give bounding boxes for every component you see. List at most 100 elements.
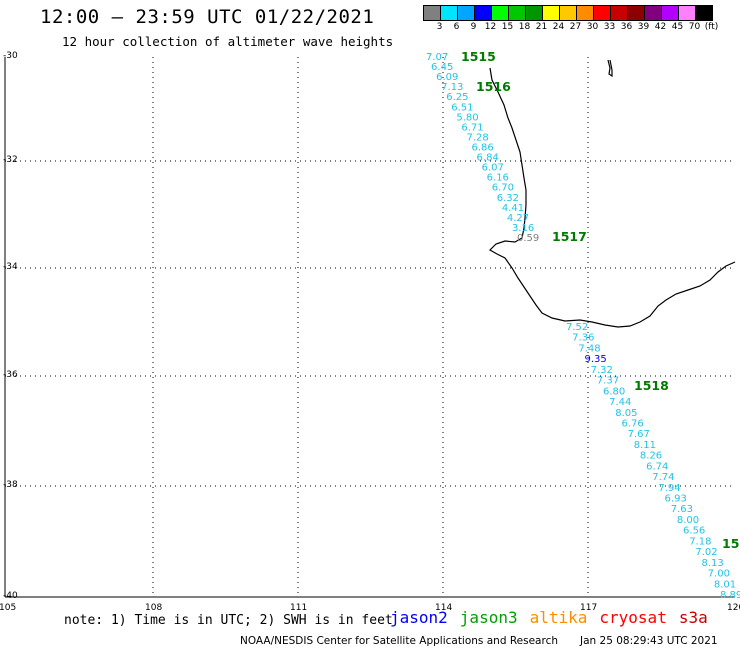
longitude-label: 120 [727,603,740,613]
longitude-label: 105 [0,603,17,613]
swh-value: 6.71 [461,122,483,133]
footer-credit: NOAA/NESDIS Center for Satellite Applica… [240,635,558,647]
legend-swatch [662,6,679,20]
legend-swatch [679,6,696,20]
swh-value: 8.00 [677,515,699,526]
pass-label: 15 [722,536,739,551]
legend-swatch [526,6,543,20]
swh-value: 0.59 [517,233,539,244]
swh-value: 7.02 [695,547,717,558]
longitude-label: 108 [145,603,163,613]
latitude-label: -34 [3,262,18,272]
mission-label: jason2 [390,608,448,627]
pass-label: 1515 [461,49,496,64]
longitude-label: 111 [290,603,308,613]
swh-value: 7.07 [426,52,448,63]
map-grid [5,57,735,597]
swh-value: 8.05 [615,408,637,419]
legend-label: 6 [453,22,460,32]
mission-label: s3a [678,608,708,627]
swh-value: 4.41 [502,203,524,214]
legend-label: 42 [654,22,667,32]
coastline-west [489,67,736,328]
swh-value: 7.28 [466,132,488,143]
mission-label: altika [529,608,588,627]
legend-swatch [577,6,594,20]
swh-value: 6.16 [487,173,509,184]
swh-value: 7.48 [578,343,600,354]
swh-value: 6.51 [451,102,473,113]
swh-value: 7.36 [572,333,594,344]
swh-value: 6.84 [477,153,499,164]
color-legend [423,5,713,21]
legend-label: 12 [484,22,497,32]
legend-label: 70 [688,22,701,32]
swh-value: 5.80 [456,112,478,123]
swh-value: 6.80 [603,386,625,397]
swh-value: 7.18 [689,536,711,547]
altimeter-tracks: 7.076.456.097.136.256.515.806.717.286.86… [426,52,740,601]
swh-value: 7.63 [671,504,693,515]
latitude-label: -32 [3,155,18,165]
legend-swatch [696,6,712,20]
swh-value: 6.74 [646,461,668,472]
swh-value: 6.76 [621,418,643,429]
longitude-label: 114 [435,603,453,613]
swh-value: 7.67 [628,429,650,440]
legend-swatch [611,6,628,20]
swh-value: 6.56 [683,526,705,537]
legend-swatch [645,6,662,20]
coastline-island [607,59,613,78]
map-title: 12:00 – 23:59 UTC 01/22/2021 [40,6,375,28]
map-frame [4,57,735,598]
coastline [489,59,736,328]
legend-swatch [628,6,645,20]
latitude-label: -38 [3,480,18,490]
legend-swatch [509,6,526,20]
pass-label: 1516 [476,79,511,94]
legend-swatch [475,6,492,20]
swh-value: 6.45 [431,62,453,73]
pass-label: 1517 [552,229,587,244]
swh-value: 6.07 [482,163,504,174]
footer-timestamp: Jan 25 08:29:43 UTC 2021 [580,635,718,647]
swh-value: 8.26 [640,451,662,462]
swh-value: 7.74 [652,472,674,483]
swh-value: 6.70 [492,183,514,194]
legend-label: 21 [535,22,548,32]
swh-value: 7.13 [441,82,463,93]
legend-swatch [594,6,611,20]
legend-swatch [543,6,560,20]
swh-value: 4.27 [507,213,529,224]
swh-value: 6.32 [497,193,519,204]
mission-label: cryosat [599,608,667,627]
mission-legend: jason2 jason3 altika cryosat s3a [390,608,720,627]
swh-value: 6.09 [436,72,458,83]
legend-label: 33 [603,22,616,32]
swh-value: 7.44 [609,397,631,408]
map-subtitle: 12 hour collection of altimeter wave hei… [62,34,394,49]
swh-value: 9.35 [584,354,606,365]
mission-label: jason3 [459,608,518,627]
legend-label: 24 [552,22,565,32]
swh-value: 7.94 [658,483,680,494]
legend-label: 18 [518,22,531,32]
legend-swatch [441,6,458,20]
swh-value: 6.25 [446,92,468,103]
swh-value: 7.32 [591,365,613,376]
legend-swatch [560,6,577,20]
legend-label: 15 [501,22,514,32]
swh-value: 7.37 [597,376,619,387]
legend-label: 9 [470,22,477,32]
longitude-label: 117 [580,603,598,613]
legend-swatch [458,6,475,20]
swh-value: 6.86 [472,143,494,154]
legend-swatch [492,6,509,20]
legend-label: (ft) [704,22,719,32]
swh-value: 6.93 [665,494,687,505]
pass-label: 1518 [634,378,669,393]
legend-label: 39 [637,22,650,32]
swh-value: 7.00 [708,569,730,580]
swh-value: 7.52 [566,322,588,333]
